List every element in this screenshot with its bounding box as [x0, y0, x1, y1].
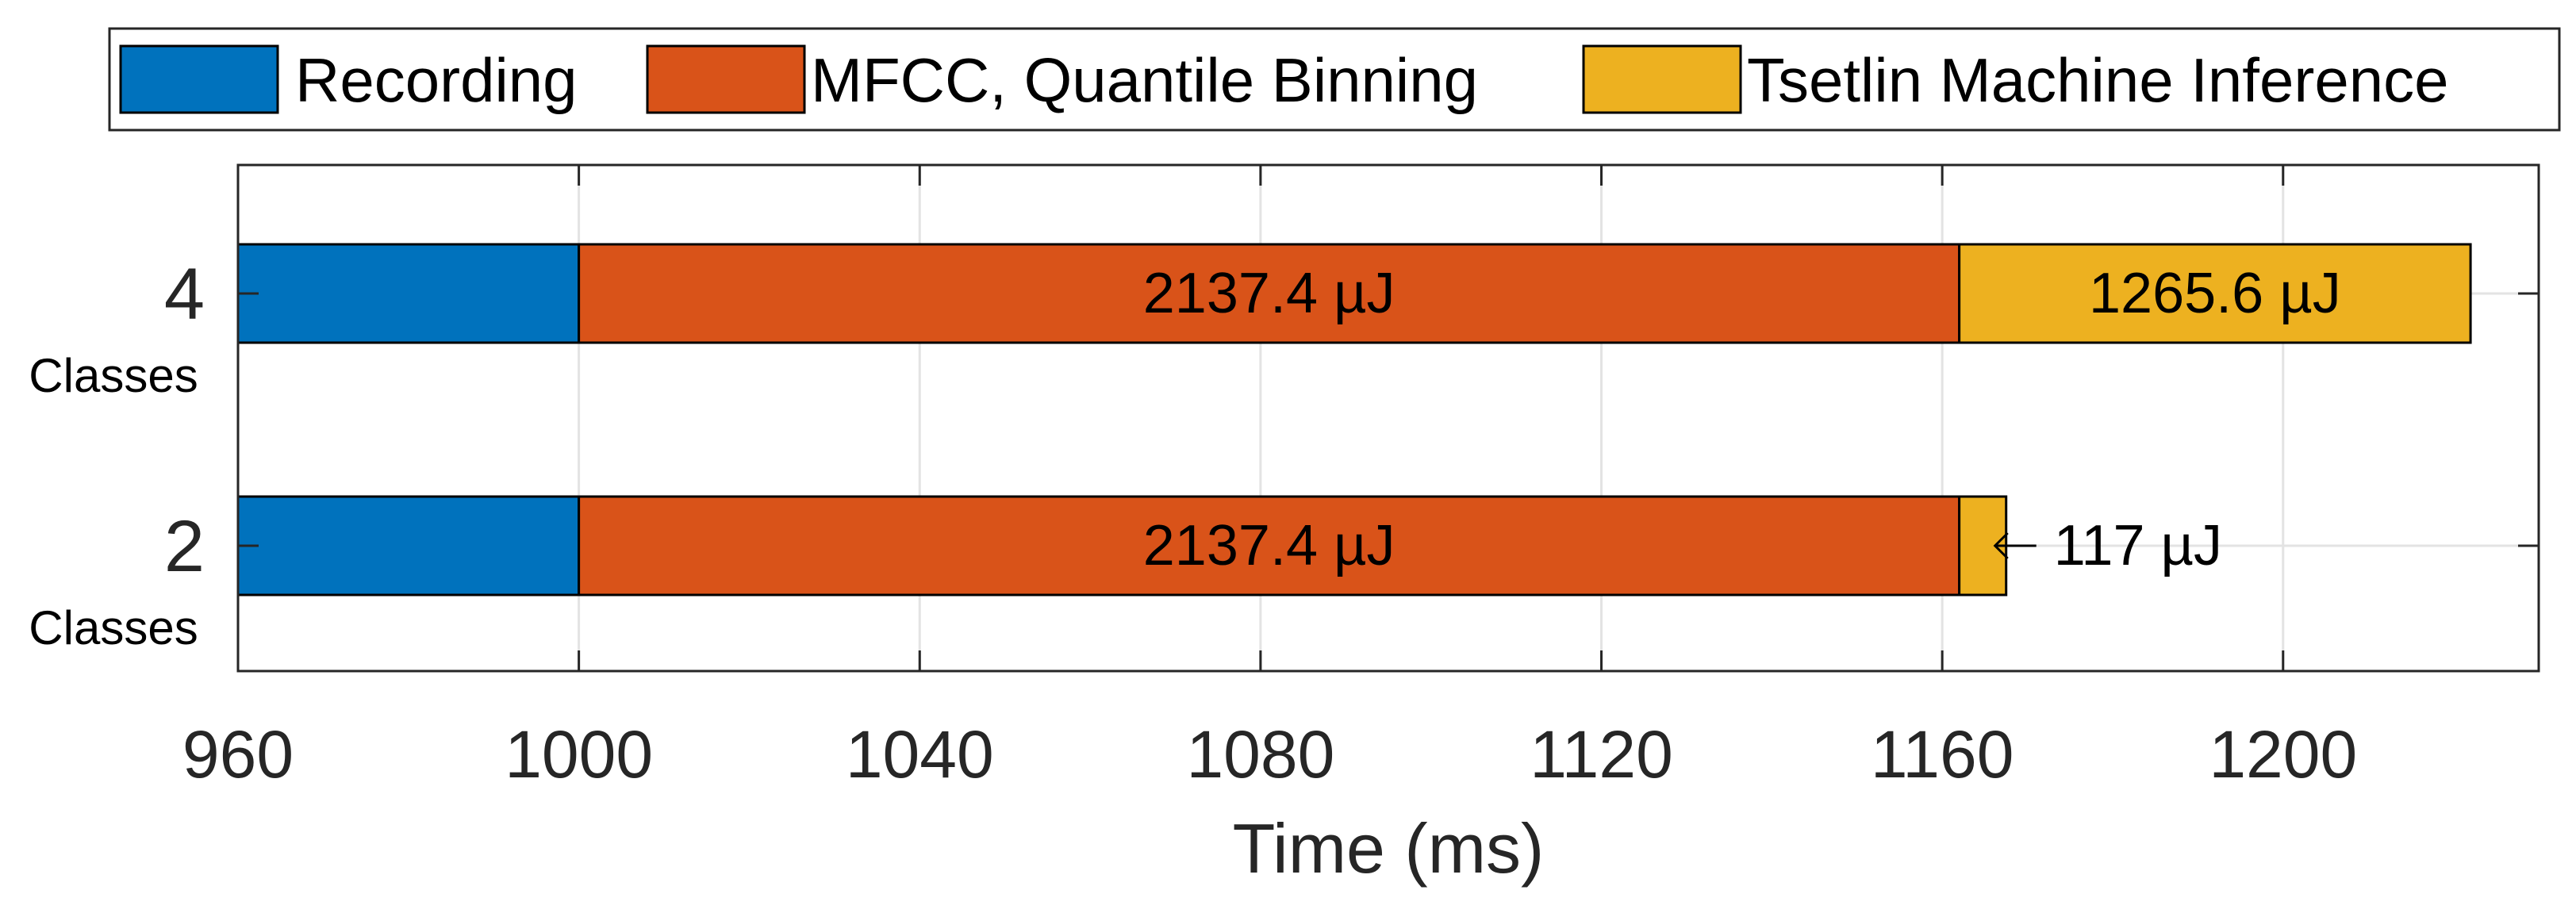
bar-segment — [236, 243, 581, 344]
y-tick-label-value: 4 — [164, 254, 205, 335]
x-axis-label: Time (ms) — [1233, 809, 1545, 888]
annotation-label: 117 µJ — [2054, 514, 2222, 577]
legend-swatch — [119, 44, 279, 114]
legend-label: Tsetlin Machine Inference — [1747, 45, 2448, 115]
bar-segment — [578, 243, 1961, 344]
x-tick-label: 960 — [182, 717, 294, 792]
x-tick-label: 1160 — [1871, 717, 2014, 792]
annotations: 117 µJ — [1993, 514, 2222, 577]
legend-label: MFCC, Quantile Binning — [811, 45, 1478, 115]
annotation: 117 µJ — [1993, 514, 2222, 577]
bar-value-label: 2137.4 µJ — [1143, 514, 1395, 577]
y-tick-labels: 4 Classes 2 Classes — [29, 254, 205, 654]
bar-segment — [236, 495, 581, 597]
legend-label: Recording — [295, 45, 578, 115]
x-tick-labels: 960 1000 1040 1080 1120 1160 1200 — [182, 717, 2357, 792]
bar-labels: 2137.4 µJ 2137.4 µJ 1265.6 µJ — [1143, 262, 2341, 577]
bar-segment — [578, 495, 1961, 597]
bar-value-label: 1265.6 µJ — [2089, 262, 2341, 325]
x-tick-label: 1120 — [1530, 717, 1673, 792]
y-tick-label-value: 2 — [164, 506, 205, 587]
bar-value-label: 2137.4 µJ — [1143, 262, 1395, 325]
legend-swatch — [1582, 44, 1742, 114]
y-tick-label-unit: Classes — [29, 601, 198, 654]
y-tick-label-unit: Classes — [29, 349, 198, 402]
bar-segment — [1958, 495, 2008, 597]
axis-ticks — [236, 165, 2539, 671]
x-tick-label: 1080 — [1186, 717, 1334, 792]
legend-swatch — [646, 44, 806, 114]
x-tick-label: 1040 — [846, 717, 994, 792]
x-tick-label: 1200 — [2209, 717, 2357, 792]
bars — [236, 243, 2472, 597]
legend: Recording MFCC, Quantile Binning Tsetlin M… — [108, 27, 2561, 132]
x-tick-label: 1000 — [505, 717, 653, 792]
annotation-arrow-head — [1993, 531, 2009, 560]
legend-box — [108, 27, 2561, 132]
plot-frame — [236, 163, 2540, 673]
bar-segment — [1958, 243, 2472, 344]
